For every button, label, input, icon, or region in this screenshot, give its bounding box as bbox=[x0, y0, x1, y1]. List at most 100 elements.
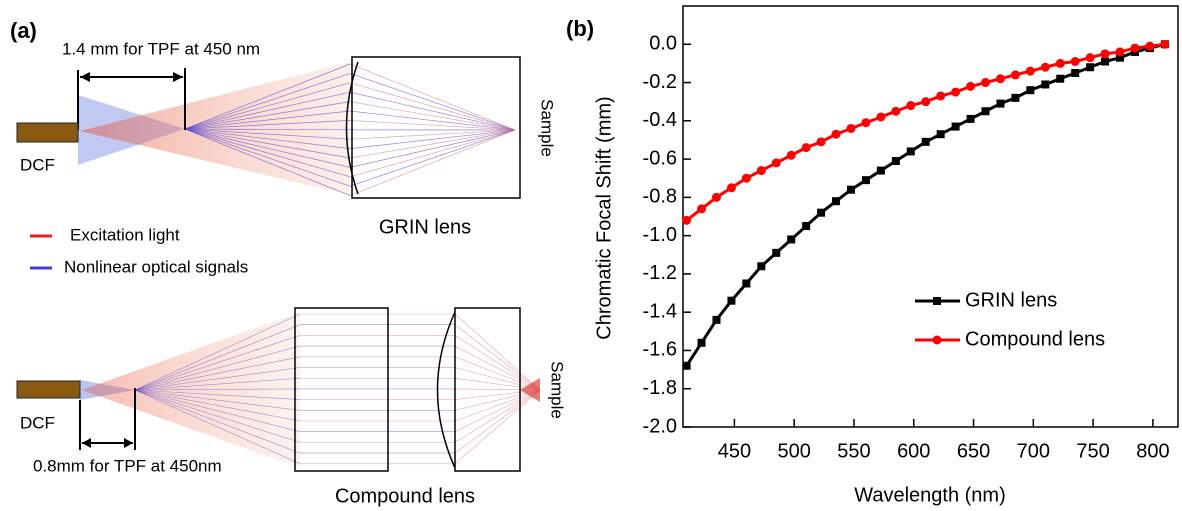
marker bbox=[698, 339, 706, 347]
x-tick-label: 700 bbox=[1017, 440, 1050, 462]
marker bbox=[1130, 44, 1139, 53]
ray bbox=[455, 390, 540, 432]
ray bbox=[350, 92, 515, 130]
marker bbox=[712, 316, 720, 324]
figure: (a) 1.4 mm for TPF at 450 nm DCF Sample … bbox=[0, 0, 1182, 511]
marker bbox=[1056, 59, 1065, 68]
marker bbox=[921, 97, 930, 106]
marker bbox=[1056, 75, 1064, 83]
marker bbox=[1071, 69, 1079, 77]
x-tick-label: 550 bbox=[837, 440, 870, 462]
marker bbox=[1041, 80, 1049, 88]
marker bbox=[802, 222, 810, 230]
ray bbox=[350, 130, 515, 167]
marker bbox=[891, 107, 900, 116]
dimension-text: 1.4 mm for TPF at 450 nm bbox=[62, 39, 260, 58]
marker bbox=[907, 147, 915, 155]
x-tick-label: 450 bbox=[718, 440, 751, 462]
fiber bbox=[17, 381, 80, 398]
series-line bbox=[687, 44, 1165, 365]
dimension-text: 0.8mm for TPF at 450nm bbox=[33, 456, 222, 475]
ray bbox=[350, 130, 515, 177]
plot-frame bbox=[683, 6, 1178, 427]
ray bbox=[455, 335, 540, 390]
marker bbox=[817, 209, 825, 217]
marker bbox=[817, 137, 826, 146]
ray bbox=[350, 130, 515, 139]
marker bbox=[1101, 49, 1110, 58]
excitation-cone bbox=[82, 312, 300, 468]
marker bbox=[846, 124, 855, 133]
marker bbox=[967, 115, 975, 123]
y-tick-label: -1.6 bbox=[643, 339, 677, 361]
lens-label: GRIN lens bbox=[379, 216, 471, 238]
lens-label: Compound lens bbox=[335, 485, 475, 507]
ray bbox=[350, 130, 515, 158]
marker bbox=[787, 235, 795, 243]
marker bbox=[996, 74, 1005, 83]
marker bbox=[933, 297, 941, 305]
marker bbox=[982, 107, 990, 115]
ray bbox=[350, 111, 515, 130]
sample-label: Sample bbox=[548, 361, 567, 419]
legend-label: GRIN lens bbox=[965, 289, 1057, 311]
ray bbox=[350, 102, 515, 130]
x-tick-label: 500 bbox=[778, 440, 811, 462]
chart: (b) Wavelength (nm) Chromatic Focal Shif… bbox=[566, 6, 1178, 506]
marker bbox=[861, 118, 870, 127]
marker bbox=[1011, 94, 1019, 102]
marker bbox=[1160, 40, 1169, 49]
panel-label: (b) bbox=[566, 16, 594, 41]
y-tick-label: 0.0 bbox=[649, 33, 677, 55]
marker bbox=[727, 297, 735, 305]
legend-text: Excitation light bbox=[70, 225, 180, 244]
panel-label: (a) bbox=[10, 18, 37, 43]
ray bbox=[455, 357, 540, 390]
y-tick-label: -1.0 bbox=[643, 224, 677, 246]
y-tick-label: -0.4 bbox=[643, 109, 677, 131]
x-tick-label: 750 bbox=[1076, 440, 1109, 462]
marker bbox=[712, 193, 721, 202]
marker bbox=[981, 78, 990, 87]
x-axis-title: Wavelength (nm) bbox=[854, 484, 1006, 506]
x-tick-label: 650 bbox=[957, 440, 990, 462]
marker bbox=[951, 88, 960, 97]
y-tick-label: -1.4 bbox=[643, 300, 677, 322]
ray bbox=[350, 83, 515, 130]
marker bbox=[787, 151, 796, 160]
y-tick-label: -2.0 bbox=[643, 415, 677, 437]
marker bbox=[876, 112, 885, 121]
marker bbox=[862, 176, 870, 184]
marker bbox=[933, 336, 942, 345]
excitation-cone bbox=[80, 62, 350, 195]
marker bbox=[832, 130, 841, 139]
marker bbox=[757, 166, 766, 175]
marker bbox=[832, 197, 840, 205]
x-tick-label: 800 bbox=[1136, 440, 1169, 462]
legend-label: Compound lens bbox=[965, 328, 1105, 350]
marker bbox=[847, 186, 855, 194]
marker bbox=[1041, 63, 1050, 72]
ray bbox=[350, 64, 515, 130]
marker bbox=[952, 123, 960, 131]
marker bbox=[906, 101, 915, 110]
x-tick-label: 600 bbox=[897, 440, 930, 462]
marker bbox=[1086, 63, 1094, 71]
marker bbox=[1026, 67, 1035, 76]
marker bbox=[772, 249, 780, 257]
marker bbox=[697, 204, 706, 213]
sample-label: Sample bbox=[538, 99, 557, 157]
marker bbox=[1101, 57, 1109, 65]
y-tick-label: -0.8 bbox=[643, 186, 677, 208]
marker bbox=[937, 130, 945, 138]
marker bbox=[682, 216, 691, 225]
marker bbox=[757, 262, 765, 270]
marker bbox=[683, 362, 691, 370]
marker bbox=[742, 279, 750, 287]
ray bbox=[455, 390, 540, 453]
marker bbox=[1145, 42, 1154, 51]
ray bbox=[350, 130, 515, 196]
marker bbox=[1026, 86, 1034, 94]
lens-element bbox=[295, 308, 388, 471]
marker bbox=[996, 100, 1004, 108]
